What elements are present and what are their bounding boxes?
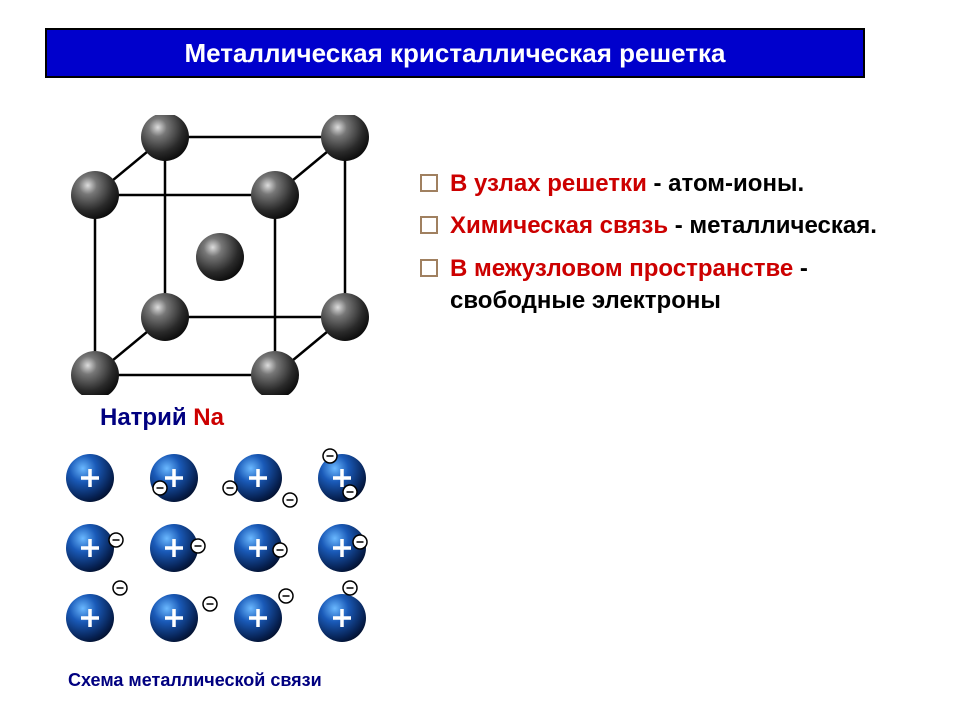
bullet-text: В узлах решетки - атом-ионы. — [450, 168, 804, 200]
lattice-atom — [321, 115, 369, 161]
lattice-atom-center — [196, 233, 244, 281]
bullet-red: В межузловом пространстве — [450, 255, 793, 282]
lattice-atom — [141, 115, 189, 161]
bullet-black: - атом-ионы. — [647, 170, 804, 197]
lattice-svg — [55, 115, 375, 395]
bullet-item: Химическая связь - металлическая. — [420, 210, 930, 242]
bond-scheme-diagram — [50, 448, 390, 658]
title-banner: Металлическая кристаллическая решетка — [45, 28, 865, 78]
lattice-caption-symbol: Na — [193, 404, 224, 431]
ion-layer — [66, 454, 366, 642]
lattice-atom — [141, 293, 189, 341]
page-title: Металлическая кристаллическая решетка — [185, 38, 726, 69]
bullet-box-icon — [420, 174, 438, 192]
lattice-caption: Натрий Na — [100, 404, 224, 432]
bullet-red: Химическая связь — [450, 212, 668, 239]
lattice-atom — [71, 351, 119, 395]
lattice-diagram — [55, 115, 375, 395]
bullet-text: В межузловом пространстве - свободные эл… — [450, 253, 930, 318]
lattice-atom — [71, 171, 119, 219]
bullet-box-icon — [420, 216, 438, 234]
lattice-caption-text: Натрий — [100, 404, 193, 431]
bond-svg — [50, 448, 390, 658]
bullet-item: В узлах решетки - атом-ионы. — [420, 168, 930, 200]
bullet-text: Химическая связь - металлическая. — [450, 210, 877, 242]
bullet-box-icon — [420, 259, 438, 277]
lattice-atom — [251, 171, 299, 219]
bullet-item: В межузловом пространстве - свободные эл… — [420, 253, 930, 318]
lattice-atom — [321, 293, 369, 341]
bond-scheme-caption: Схема металлической связи — [68, 670, 322, 691]
bullet-list: В узлах решетки - атом-ионы. Химическая … — [420, 168, 930, 328]
bullet-black: - металлическая. — [668, 212, 877, 239]
lattice-atom — [251, 351, 299, 395]
bullet-red: В узлах решетки — [450, 170, 647, 197]
